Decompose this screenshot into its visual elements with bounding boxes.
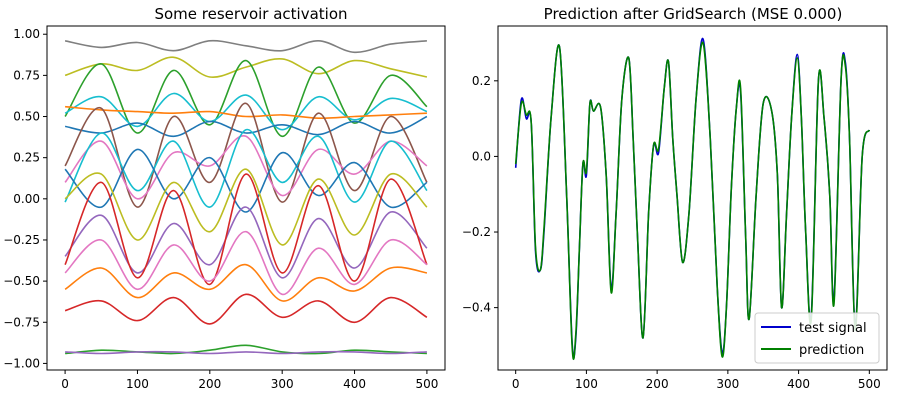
right-y-tick-label: −0.2 [462,225,491,239]
prediction-lines [514,37,871,360]
left-x-tick-label: 300 [271,377,294,391]
left-series-7-line [64,135,428,200]
left-series-10-line [64,168,428,246]
reservoir-activation-title: Some reservoir activation [154,5,347,23]
left-plot-frame [46,25,446,371]
left-series-8-line [64,128,428,208]
left-series-11-line [64,206,428,279]
left-series-16-line [65,344,427,355]
left-series-14-line [64,263,428,302]
prediction-chart: Prediction after GridSearch (MSE 0.000) … [462,5,888,391]
right-x-tick-label: 100 [575,377,598,391]
left-y-tick-label: −0.25 [3,233,40,247]
left-x-axis-ticks: 0 100 200 300 400 500 [61,370,438,391]
reservoir-activation-chart: Some reservoir activation 0 100 200 300 400 5… [3,5,446,391]
legend-label-test-signal: test signal [799,321,867,336]
left-series-5-line [64,115,428,138]
left-y-tick-label: −0.75 [3,315,40,329]
right-plot-frame [497,25,888,371]
right-x-tick-label: 500 [858,377,881,391]
left-y-tick-label: 0.25 [13,151,40,165]
left-y-tick-label: 1.00 [13,27,40,41]
right-x-tick-label: 200 [646,377,669,391]
right-y-tick-label: −0.4 [462,301,491,315]
right-y-axis-ticks: −0.4 −0.2 0.0 0.2 [462,74,498,315]
left-series-17-line [65,350,427,355]
right-x-tick-label: 400 [787,377,810,391]
left-series-1-line [64,56,428,78]
left-series-4-line [65,105,427,120]
right-y-tick-label: 0.0 [472,149,491,163]
left-x-tick-label: 100 [126,377,149,391]
prediction-title: Prediction after GridSearch (MSE 0.000) [544,5,843,23]
left-y-tick-label: 0.00 [13,192,40,206]
legend-box [754,312,880,364]
left-x-tick-label: 200 [198,377,221,391]
legend-label-prediction: prediction [799,343,864,358]
left-series-12-line [64,173,428,286]
left-series-15-line [64,293,428,325]
left-series-0-line [64,39,427,54]
right-x-axis-ticks: 0 100 200 300 400 500 [512,370,881,391]
left-x-tick-label: 400 [343,377,366,391]
left-y-tick-label: −1.00 [3,356,40,370]
left-y-tick-label: 0.75 [13,68,40,82]
right-x-tick-label: 300 [716,377,739,391]
left-series-13-line [64,230,428,296]
prediction-line [514,41,871,360]
right-x-tick-label: 0 [512,377,520,391]
left-y-tick-label: −0.50 [3,274,40,288]
reservoir-activation-lines [64,39,428,355]
left-series-6-line [64,102,428,208]
left-x-tick-label: 500 [415,377,438,391]
legend: test signal prediction [754,312,880,364]
left-y-tick-label: 0.50 [13,110,40,124]
left-x-tick-label: 0 [61,377,69,391]
left-series-9-line [64,148,428,213]
right-y-tick-label: 0.2 [472,74,491,88]
left-y-axis-ticks: −1.00 −0.75 −0.50 −0.25 0.00 0.25 0.50 0.75 1.00 [3,27,47,370]
